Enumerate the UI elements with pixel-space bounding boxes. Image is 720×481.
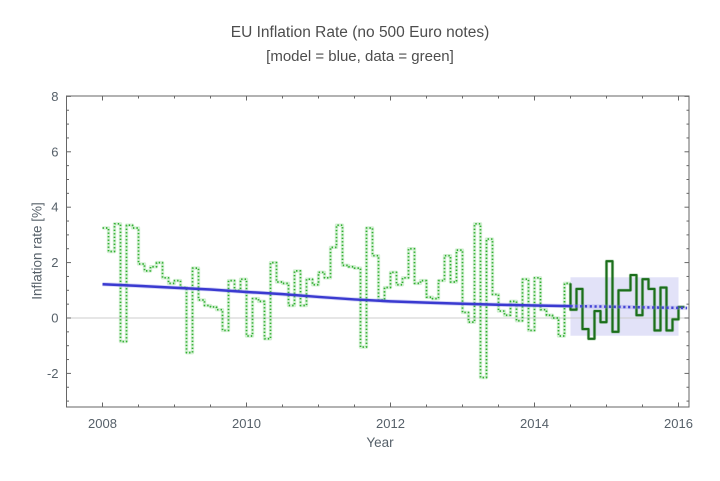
chart-title: EU Inflation Rate (no 500 Euro notes) xyxy=(230,24,490,41)
y-axis-label: Inflation rate [%] xyxy=(29,202,45,300)
series-data-new-monthly xyxy=(569,260,685,340)
y-tick-label: 4 xyxy=(51,200,58,215)
series-model-fit xyxy=(102,282,571,308)
x-axis-label: Year xyxy=(366,435,394,450)
x-tick-label: 2012 xyxy=(376,416,405,431)
y-tick-label: -2 xyxy=(47,366,59,381)
chart-subtitle: [model = blue, data = green] xyxy=(266,48,454,65)
series-model-forecast xyxy=(570,304,688,310)
x-tick-label: 2014 xyxy=(520,416,549,431)
x-tick-label: 2008 xyxy=(88,416,117,431)
y-tick-label: 2 xyxy=(51,255,58,270)
plot-frame xyxy=(66,95,690,408)
data-observed-monthly-halo xyxy=(102,222,571,380)
y-tick-label: 0 xyxy=(51,311,58,326)
x-tick-label: 2010 xyxy=(232,416,261,431)
series-data-observed-monthly xyxy=(102,222,571,379)
y-tick-label: 8 xyxy=(51,89,58,104)
y-tick-label: 6 xyxy=(51,144,58,159)
x-tick-label: 2016 xyxy=(664,416,693,431)
